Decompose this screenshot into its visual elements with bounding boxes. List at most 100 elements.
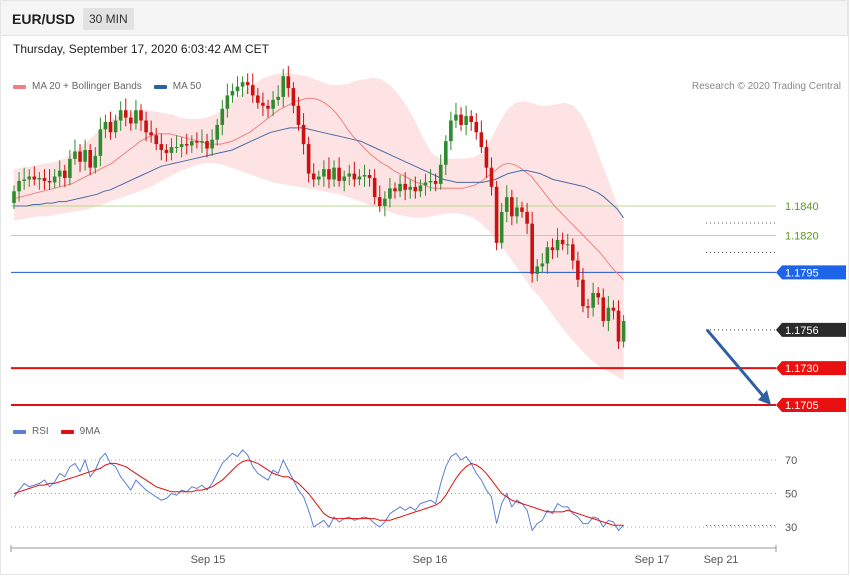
candles xyxy=(12,65,626,349)
candle xyxy=(317,176,321,180)
candle xyxy=(271,99,275,109)
candle xyxy=(210,139,214,149)
level-tag-5 xyxy=(776,398,846,412)
candle xyxy=(499,211,504,243)
candle xyxy=(169,147,174,153)
candle xyxy=(479,132,484,148)
candle xyxy=(68,158,72,178)
candle xyxy=(504,197,509,212)
candle xyxy=(12,191,16,204)
candle xyxy=(398,183,402,192)
candle xyxy=(27,176,32,180)
candle xyxy=(296,105,301,125)
level-label-4: 1.1730 xyxy=(785,363,819,375)
candle xyxy=(408,186,413,190)
legend-label: MA 20 + Bollinger Bands xyxy=(32,81,142,92)
candle xyxy=(52,176,57,183)
candle xyxy=(484,147,489,168)
candle xyxy=(454,114,458,121)
ma20-line xyxy=(13,97,624,281)
legend-label: MA 50 xyxy=(172,81,202,92)
candle xyxy=(113,120,118,133)
legend-label: RSI xyxy=(32,426,49,437)
candle xyxy=(266,105,270,109)
candle xyxy=(301,124,306,145)
candle xyxy=(520,207,524,212)
legend-swatch xyxy=(60,429,74,434)
candle xyxy=(139,110,143,121)
candle xyxy=(327,169,331,180)
candle xyxy=(200,141,204,143)
candle xyxy=(220,108,225,125)
level-labels: 1.1840 1.1820 1.1795 1.1756 1.1730 1.1705 xyxy=(776,201,846,412)
candle xyxy=(383,198,387,206)
candle xyxy=(281,76,286,97)
candle xyxy=(332,167,336,180)
candle xyxy=(362,175,367,177)
legend-swatch xyxy=(13,84,26,89)
arrow-head xyxy=(758,390,771,405)
candle xyxy=(560,239,565,245)
forecast-arrow xyxy=(705,328,771,405)
candle xyxy=(418,185,423,192)
rsi-tick-label: 50 xyxy=(785,489,797,501)
arrow-shaft xyxy=(705,328,766,398)
candle xyxy=(616,310,621,342)
level-label-3: 1.1756 xyxy=(785,325,819,337)
candle xyxy=(586,306,590,308)
candle xyxy=(413,186,418,192)
candle xyxy=(276,96,280,100)
candle xyxy=(205,141,209,149)
candle xyxy=(149,132,153,136)
candle xyxy=(42,177,47,181)
rsi-series-rsi xyxy=(13,449,624,532)
candle xyxy=(154,135,159,145)
candle xyxy=(555,239,560,251)
candle xyxy=(245,82,250,86)
candle xyxy=(98,129,103,156)
candle xyxy=(159,144,164,150)
x-tick-label: Sep 17 xyxy=(635,554,670,566)
candle xyxy=(525,211,529,224)
candle xyxy=(230,91,235,96)
candle xyxy=(78,151,82,162)
candle xyxy=(311,173,316,180)
candle xyxy=(611,307,616,311)
candle xyxy=(494,186,499,243)
candle xyxy=(286,76,291,89)
candle xyxy=(57,170,62,177)
candle xyxy=(22,179,26,181)
symbol-label: EUR/USD xyxy=(12,11,76,27)
candle xyxy=(464,116,468,125)
candle xyxy=(184,144,189,146)
candle xyxy=(576,260,580,280)
legend-swatch xyxy=(13,429,26,434)
candle xyxy=(291,88,296,106)
x-tick-label: Sep 21 xyxy=(704,554,739,566)
timeframe-badge[interactable]: 30 MIN xyxy=(83,8,134,30)
candle xyxy=(37,177,42,180)
candle xyxy=(108,121,113,133)
rsi-tick-label: 70 xyxy=(785,455,797,467)
legend-item-ma20: MA 20 + Bollinger Bands xyxy=(13,81,142,92)
candle xyxy=(63,170,67,178)
candle xyxy=(581,279,585,307)
rsi-tick-label: 30 xyxy=(785,522,797,534)
rsi-panel: 70 50 30 xyxy=(11,449,797,534)
candle xyxy=(565,244,570,246)
level-label-0: 1.1840 xyxy=(785,201,819,213)
candle xyxy=(342,176,346,181)
level-label-1: 1.1820 xyxy=(785,230,819,242)
candle xyxy=(596,292,600,298)
candle xyxy=(444,141,448,165)
candle xyxy=(591,292,595,308)
legend-swatch xyxy=(153,84,167,89)
candle xyxy=(540,263,545,267)
timestamp: Thursday, September 17, 2020 6:03:42 AM … xyxy=(13,42,269,56)
candle xyxy=(164,149,169,153)
candle xyxy=(240,82,245,87)
x-axis: Sep 15 Sep 16 Sep 17 Sep 21 xyxy=(10,545,777,566)
candle xyxy=(469,116,473,122)
candle xyxy=(306,144,311,174)
